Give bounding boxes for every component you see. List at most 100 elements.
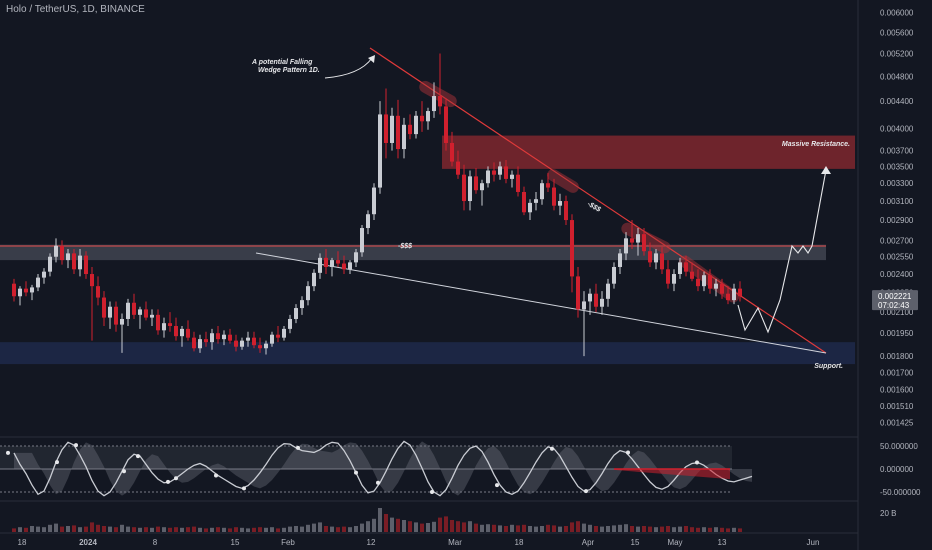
candle-body <box>288 318 292 329</box>
candle-body <box>468 176 472 202</box>
volume-bar <box>60 526 64 532</box>
candle-body <box>528 202 532 213</box>
candle-body <box>246 337 250 341</box>
candle-body <box>384 114 388 143</box>
candle-body <box>636 234 640 243</box>
zone-1 <box>0 244 826 261</box>
x-tick-label: Mar <box>448 538 462 547</box>
volume-bar <box>258 527 262 532</box>
volume-bar <box>438 517 442 532</box>
candle-body <box>366 214 370 229</box>
oscillator-dot <box>74 443 78 448</box>
volume-bar <box>654 527 658 532</box>
volume-bar <box>180 527 184 532</box>
y-tick-label: 0.004400 <box>880 97 914 106</box>
wedge-lower-trendline <box>255 252 827 354</box>
volume-bar <box>330 526 334 532</box>
candle-body <box>690 271 694 279</box>
candle-body <box>498 166 502 175</box>
volume-bar <box>390 517 394 532</box>
candle-body <box>66 253 70 261</box>
volume-bar <box>720 527 724 532</box>
candle-body <box>222 334 226 340</box>
volume-bar <box>336 527 340 532</box>
candle-body <box>666 269 670 284</box>
volume-bar <box>534 526 538 532</box>
volume-bar <box>708 527 712 532</box>
volume-bar <box>684 526 688 532</box>
candle-body <box>180 328 184 337</box>
candle-body <box>534 199 538 203</box>
candle-body <box>48 256 52 272</box>
volume-bar <box>306 524 310 532</box>
oscillator-dot <box>495 483 499 488</box>
volume-bar <box>144 527 148 532</box>
candle-body <box>138 309 142 315</box>
volume-bar <box>576 521 580 532</box>
oscillator-dot <box>55 460 59 465</box>
candle-body <box>642 234 646 252</box>
volume-bar <box>714 527 718 532</box>
candle-body <box>282 328 286 338</box>
volume-bar <box>570 522 574 532</box>
candle-body <box>198 339 202 349</box>
candle-body <box>450 142 454 162</box>
candle-body <box>732 288 736 301</box>
projection-arrowhead <box>821 166 831 174</box>
candle-body <box>708 275 712 289</box>
candle-body <box>192 337 196 349</box>
volume-bar <box>678 526 682 532</box>
volume-bar <box>480 524 484 532</box>
volume-bar <box>492 524 496 532</box>
candle-body <box>378 114 382 188</box>
projection-path <box>737 169 827 334</box>
candle-body <box>522 191 526 213</box>
y-tick-label: 0.006000 <box>880 9 914 18</box>
volume-bar <box>24 527 28 532</box>
candle-body <box>720 283 724 294</box>
zone-label-resistance: Massive Resistance. <box>782 141 850 148</box>
volume-bar <box>594 526 598 532</box>
volume-bar <box>228 528 232 532</box>
annotation-liquidity: -$$$ <box>586 201 602 214</box>
candle-body <box>570 220 574 277</box>
countdown-label: 07:02:43 <box>878 301 910 310</box>
x-tick-label: 18 <box>18 538 27 547</box>
candle-body <box>414 115 418 135</box>
candle-body <box>648 251 652 263</box>
volume-bar <box>498 525 502 532</box>
volume-bar <box>612 525 616 532</box>
volume-bar <box>270 527 274 532</box>
volume-bar <box>732 527 736 532</box>
candle-body <box>618 253 622 267</box>
volume-bar <box>78 527 82 532</box>
candle-body <box>306 286 310 301</box>
candle-body <box>408 124 412 135</box>
candle-body <box>42 271 46 278</box>
volume-bar <box>300 526 304 532</box>
oscillator-dot <box>430 490 434 494</box>
candle-body <box>174 326 178 337</box>
volume-bar <box>372 518 376 532</box>
volume-bar <box>288 526 292 532</box>
candle-body <box>672 274 676 284</box>
volume-bar <box>102 526 106 532</box>
y-tick-label: 0.003700 <box>880 147 914 156</box>
x-tick-label: Feb <box>281 538 295 547</box>
candle-body <box>576 276 580 310</box>
volume-tick-label: 20 B <box>880 509 896 518</box>
candle-body <box>318 257 322 273</box>
candle-body <box>210 333 214 343</box>
annotation-pattern: Wedge Pattern 1D. <box>258 67 320 74</box>
y-tick-label: 0.002550 <box>880 253 914 262</box>
candle-body <box>156 314 160 331</box>
volume-bar <box>210 527 214 532</box>
volume-bar <box>234 527 238 532</box>
x-tick-label: 15 <box>631 538 640 547</box>
candle-body <box>402 124 406 150</box>
candle-body <box>270 334 274 344</box>
volume-bar <box>606 526 610 532</box>
volume-bar <box>642 526 646 532</box>
candle-body <box>54 245 58 257</box>
